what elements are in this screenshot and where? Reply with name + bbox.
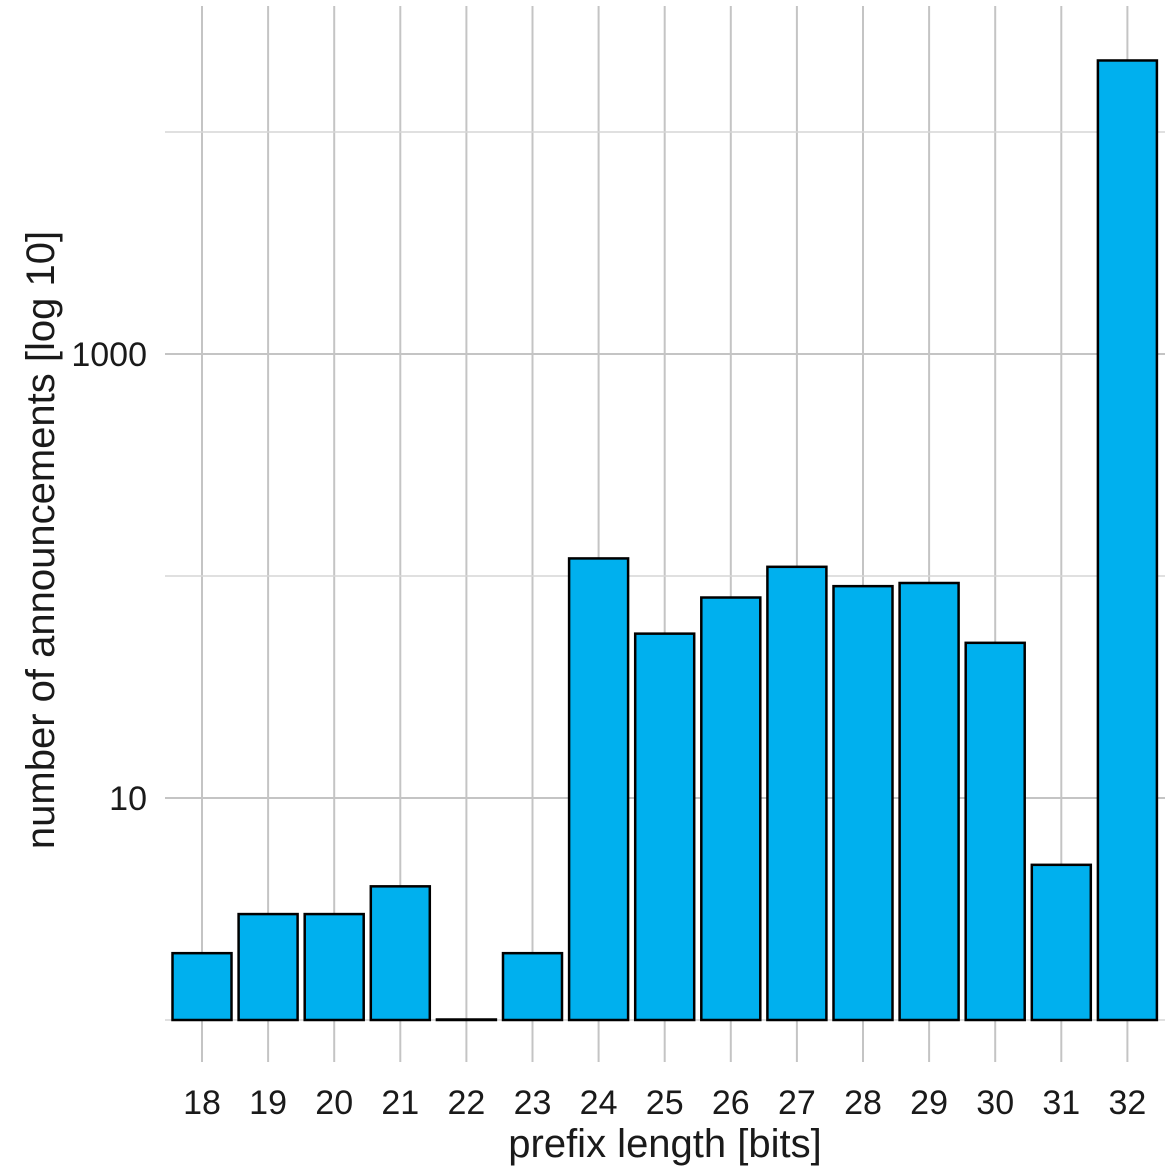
x-tick-label: 18 — [183, 1084, 221, 1122]
bar-21 — [369, 885, 432, 1022]
bar-19 — [237, 912, 299, 1022]
y-tick-label: 1000 — [71, 336, 147, 374]
bar-23 — [501, 951, 564, 1022]
x-tick-label: 19 — [249, 1084, 287, 1122]
x-tick-label: 31 — [1042, 1084, 1080, 1122]
x-tick-label: 24 — [580, 1084, 618, 1122]
y-axis-title: number of announcements [log 10] — [19, 231, 63, 849]
bar-29 — [898, 581, 960, 1022]
bar-24 — [567, 557, 630, 1022]
x-tick-label: 28 — [844, 1084, 882, 1122]
x-tick-label: 23 — [514, 1084, 552, 1122]
x-tick-label: 29 — [910, 1084, 948, 1122]
x-tick-label: 27 — [778, 1084, 816, 1122]
bar-28 — [832, 584, 894, 1022]
x-tick-labels: 18 19 20 21 22 23 24 25 26 27 28 29 30 31 32 — [183, 1084, 1146, 1122]
bar-27 — [766, 565, 828, 1022]
bar-22 — [435, 1018, 498, 1022]
x-axis-title: prefix length [bits] — [508, 1122, 822, 1166]
x-tick-label: 22 — [447, 1084, 485, 1122]
x-tick-label: 30 — [976, 1084, 1014, 1122]
bar-30 — [964, 641, 1026, 1022]
x-tick-label: 21 — [381, 1084, 419, 1122]
bar-31 — [1030, 863, 1093, 1022]
bar-32 — [1096, 59, 1159, 1022]
y-tick-label: 10 — [109, 780, 147, 818]
bar-26 — [700, 596, 762, 1022]
bar-20 — [303, 912, 365, 1022]
x-tick-label: 25 — [646, 1084, 684, 1122]
bar-25 — [633, 632, 696, 1022]
y-tick-labels: 10 1000 — [71, 336, 147, 818]
bars-layer — [171, 59, 1159, 1022]
bar-18 — [171, 951, 233, 1022]
x-tick-label: 32 — [1108, 1084, 1146, 1122]
x-tick-label: 20 — [315, 1084, 353, 1122]
x-tick-label: 26 — [712, 1084, 750, 1122]
